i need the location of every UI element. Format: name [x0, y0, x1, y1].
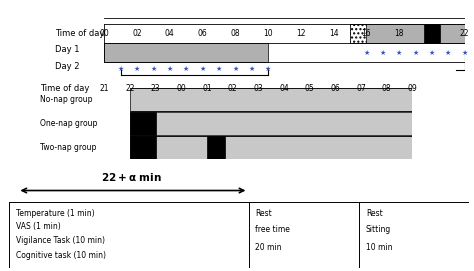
- Text: No-nap group: No-nap group: [40, 95, 92, 104]
- Text: 02: 02: [228, 84, 237, 93]
- Text: Cognitive task (10 min): Cognitive task (10 min): [17, 250, 106, 260]
- Bar: [130, 112, 412, 134]
- Text: ★: ★: [445, 50, 451, 56]
- Bar: [104, 43, 268, 62]
- Text: 10 min: 10 min: [366, 243, 392, 251]
- Text: free time: free time: [255, 225, 291, 234]
- Text: Two-nap group: Two-nap group: [40, 143, 97, 151]
- Text: 22: 22: [125, 84, 135, 93]
- Text: Temperature (1 min): Temperature (1 min): [17, 209, 95, 218]
- Text: 07: 07: [356, 84, 366, 93]
- Text: ★: ★: [396, 50, 402, 56]
- Text: 03: 03: [254, 84, 263, 93]
- Bar: [350, 24, 465, 43]
- Text: 04: 04: [279, 84, 289, 93]
- Text: Day 1: Day 1: [55, 44, 80, 54]
- Text: 00: 00: [100, 29, 109, 38]
- Text: One-nap group: One-nap group: [40, 119, 98, 128]
- Text: ★: ★: [200, 66, 206, 72]
- Text: 04: 04: [165, 29, 174, 38]
- Text: 09: 09: [408, 84, 417, 93]
- Bar: [130, 136, 412, 159]
- Bar: [207, 136, 225, 159]
- Text: ★: ★: [183, 66, 189, 72]
- Text: 08: 08: [230, 29, 240, 38]
- Text: 21: 21: [100, 84, 109, 93]
- Text: 06: 06: [330, 84, 340, 93]
- Text: ★: ★: [134, 66, 140, 72]
- Text: ★: ★: [150, 66, 156, 72]
- Text: 02: 02: [132, 29, 142, 38]
- Text: 16: 16: [362, 29, 371, 38]
- Bar: [130, 88, 412, 111]
- Text: 05: 05: [305, 84, 315, 93]
- Text: ★: ★: [265, 66, 271, 72]
- Text: ★: ★: [216, 66, 222, 72]
- Text: Rest: Rest: [255, 209, 272, 218]
- Text: Day 2: Day 2: [55, 62, 80, 71]
- Text: Time of day: Time of day: [55, 29, 105, 38]
- Text: 20: 20: [427, 29, 437, 38]
- Text: Sitting: Sitting: [366, 225, 391, 234]
- Bar: [130, 136, 155, 159]
- Text: ★: ★: [167, 66, 173, 72]
- Text: 22: 22: [460, 29, 469, 38]
- Text: ★: ★: [363, 50, 369, 56]
- Text: VAS (1 min): VAS (1 min): [17, 222, 61, 231]
- Text: 08: 08: [382, 84, 392, 93]
- Text: $\mathbf{22 + \alpha\ min}$: $\mathbf{22 + \alpha\ min}$: [101, 170, 162, 183]
- Text: 20 min: 20 min: [255, 243, 282, 251]
- Text: ★: ★: [118, 66, 124, 72]
- Text: ★: ★: [248, 66, 255, 72]
- Text: Rest: Rest: [366, 209, 383, 218]
- Bar: [130, 112, 155, 134]
- Text: ★: ★: [428, 50, 435, 56]
- Text: ★: ★: [412, 50, 419, 56]
- Text: ★: ★: [461, 50, 468, 56]
- Text: 14: 14: [328, 29, 338, 38]
- Text: 12: 12: [296, 29, 306, 38]
- Text: ★: ★: [232, 66, 238, 72]
- Text: 06: 06: [198, 29, 208, 38]
- Text: 00: 00: [176, 84, 186, 93]
- Text: Vigilance Task (10 min): Vigilance Task (10 min): [17, 236, 105, 245]
- Text: 10: 10: [263, 29, 273, 38]
- Bar: [350, 24, 366, 43]
- Text: 01: 01: [202, 84, 212, 93]
- Text: Time of day: Time of day: [40, 84, 90, 93]
- Text: ★: ★: [380, 50, 386, 56]
- Text: 18: 18: [394, 29, 404, 38]
- Bar: [424, 24, 440, 43]
- Text: 23: 23: [151, 84, 160, 93]
